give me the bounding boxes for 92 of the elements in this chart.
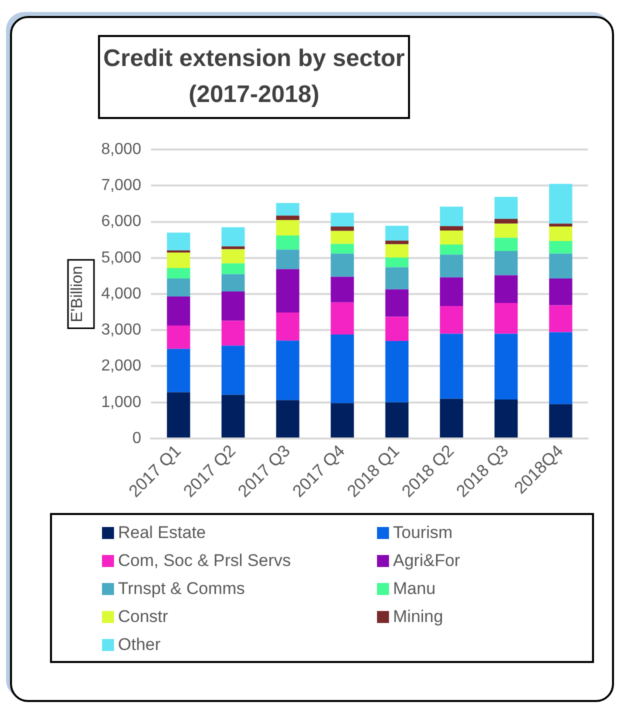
bar — [494, 196, 518, 219]
legend-label: Real Estate — [118, 523, 206, 543]
bar — [222, 346, 245, 395]
bar — [276, 340, 300, 400]
bar — [166, 348, 190, 392]
bar — [494, 218, 518, 224]
bar — [330, 254, 354, 277]
bar — [549, 278, 572, 306]
bar — [276, 216, 300, 220]
bar — [330, 230, 354, 244]
y-tick-label: 2,000 — [101, 358, 142, 375]
legend-label: Constr — [118, 607, 168, 627]
bar — [385, 258, 409, 268]
bar — [222, 263, 245, 274]
bar — [166, 278, 190, 297]
bar — [549, 226, 572, 241]
bar — [166, 392, 190, 438]
bar — [385, 240, 409, 244]
bar — [440, 398, 464, 438]
bar — [276, 220, 300, 236]
bar — [494, 399, 518, 438]
bar — [549, 404, 572, 438]
bar — [494, 251, 518, 276]
y-tick-label: 1,000 — [101, 394, 142, 411]
y-tick-label: 3,000 — [101, 322, 142, 339]
legend-label: Com, Soc & Prsl Servs — [118, 551, 291, 571]
bar — [330, 302, 354, 334]
legend-label: Agri&For — [393, 551, 460, 571]
bar — [330, 212, 354, 227]
bar — [494, 238, 518, 252]
bar — [549, 254, 572, 279]
bar — [385, 402, 409, 438]
bar — [166, 252, 190, 268]
bar — [494, 334, 518, 400]
bar — [494, 224, 518, 238]
bar — [549, 305, 572, 332]
bar — [276, 236, 300, 250]
bar — [385, 316, 409, 341]
y-tick-label: 7,000 — [101, 177, 142, 194]
bar — [166, 296, 190, 326]
bar — [166, 325, 190, 349]
y-tick-label: 0 — [132, 430, 142, 447]
bar — [549, 184, 572, 224]
y-tick-label: 6,000 — [101, 213, 142, 230]
bar — [330, 244, 354, 254]
bar — [440, 334, 464, 399]
y-tick-label: 5,000 — [101, 249, 142, 266]
legend-label: Trnspt & Comms — [118, 579, 245, 599]
bar — [440, 277, 464, 306]
y-tick-label: 4,000 — [101, 285, 142, 302]
bar — [440, 206, 464, 226]
bar — [330, 334, 354, 404]
bar — [385, 244, 409, 258]
bar — [222, 292, 245, 321]
bar — [222, 246, 245, 250]
bar — [549, 224, 572, 227]
bar — [549, 240, 572, 254]
bar — [549, 332, 572, 404]
bar — [440, 306, 464, 334]
bar — [494, 303, 518, 334]
bar — [276, 269, 300, 312]
bar — [385, 340, 409, 402]
bar — [330, 226, 354, 231]
bar — [222, 274, 245, 292]
bar — [166, 250, 190, 253]
y-tick-label: 8,000 — [101, 141, 142, 158]
bar — [385, 289, 409, 317]
bar — [222, 320, 245, 346]
chart-title: Credit extension by sector (2017-2018) — [98, 35, 410, 119]
bar — [385, 267, 409, 290]
legend-label: Manu — [393, 579, 436, 599]
bar — [222, 227, 245, 246]
bar — [222, 249, 245, 264]
bar — [222, 394, 245, 438]
legend-label: Other — [118, 635, 161, 655]
bar — [276, 312, 300, 341]
bar — [440, 244, 464, 255]
bar — [440, 254, 464, 278]
bar — [440, 230, 464, 245]
bar — [330, 403, 354, 438]
bar — [494, 275, 518, 304]
bar — [276, 250, 300, 270]
bar — [440, 226, 464, 230]
legend-label: Tourism — [393, 523, 453, 543]
bar — [330, 276, 354, 302]
bar — [276, 400, 300, 438]
bar — [276, 203, 300, 216]
bar — [385, 226, 409, 241]
bar — [166, 232, 190, 250]
y-axis-title: E'Billion — [69, 266, 86, 322]
legend-label: Mining — [393, 607, 444, 627]
bar — [166, 268, 190, 279]
